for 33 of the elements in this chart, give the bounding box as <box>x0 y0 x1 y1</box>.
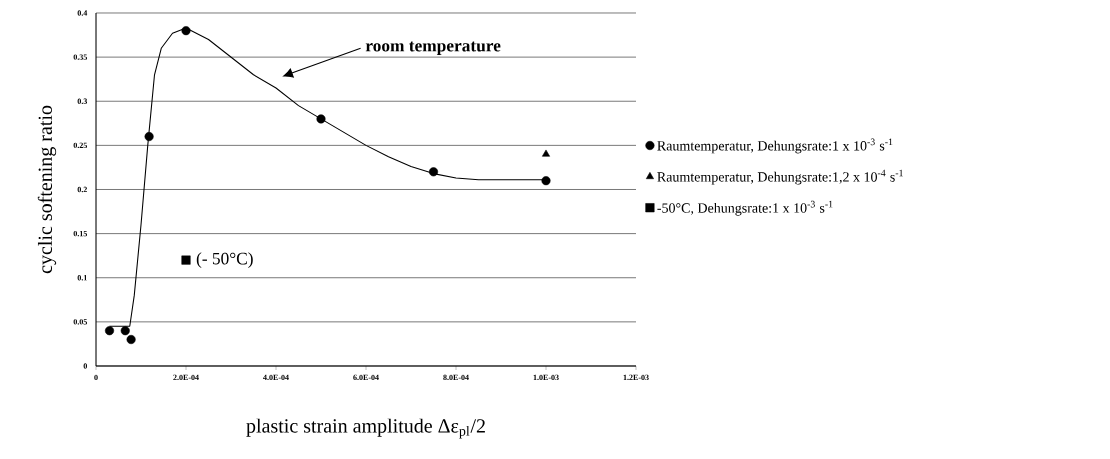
x-tick-label: 8.0E-04 <box>443 374 469 381</box>
point <box>542 149 550 157</box>
x-tick-label: 6.0E-04 <box>353 374 379 381</box>
x-tick-label: 2.0E-04 <box>173 374 199 381</box>
y-tick-label: 0.3 <box>77 98 88 104</box>
point <box>181 255 191 265</box>
y-tick-label: 0.35 <box>73 54 87 60</box>
point <box>126 334 136 345</box>
x-axis-title: plastic strain amplitude Δε$_{pl}$/2 <box>246 418 485 439</box>
y-tick-label: 0 <box>83 363 87 369</box>
y-tick-label: 0.1 <box>77 275 87 281</box>
point <box>316 114 326 124</box>
y-tick-label: 0.05 <box>73 319 87 325</box>
x-tick-label: 4.0E-04 <box>263 374 289 381</box>
x-tick-label: 1.0E-03 <box>533 374 559 381</box>
y-axis-title: cyclic softening ratio <box>37 105 57 274</box>
x-tick-label: 0 <box>94 374 98 381</box>
y-tick-label: 0.15 <box>73 230 87 237</box>
y-tick-label: 0.2 <box>77 186 87 193</box>
y-tick-label: 0.25 <box>73 142 87 149</box>
legend-label: Raumtemperatur, Dehungsrate:1,2 x 10$^{-4}$ s$^{-1}$ <box>657 169 903 185</box>
y-tick-label: 0.4 <box>77 10 88 16</box>
point <box>181 26 191 36</box>
point <box>144 132 154 142</box>
legend-label: -50°C, Dehungsrate:1 x 10$^{-3}$ s$^{-1}$ <box>657 200 833 216</box>
annotation: room temperature <box>365 41 501 56</box>
x-tick-label: 1.2E-03 <box>623 374 649 381</box>
legend-label: Raumtemperatur, Dehungsrate:1 x 10$^{-3}$ s$^{-1}$ <box>657 138 893 154</box>
annotation: (- 50°C) <box>196 252 253 268</box>
point <box>120 326 130 336</box>
point <box>428 167 439 177</box>
point <box>104 326 115 336</box>
point <box>541 176 551 186</box>
